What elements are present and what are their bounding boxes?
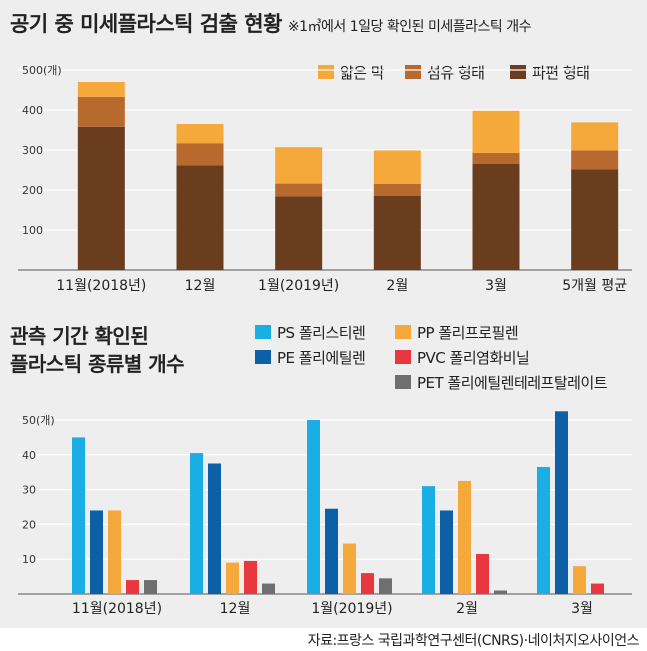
bar-segment [571, 169, 619, 270]
legend-swatch [318, 65, 334, 79]
legend-swatch [510, 65, 526, 79]
bar [325, 508, 338, 594]
y-tick-label: 30 [22, 484, 36, 497]
legend-item: PP 폴리프로필렌 [395, 322, 519, 343]
bar [208, 463, 221, 594]
legend-item: 파편 형태 [510, 62, 590, 83]
legend-swatch [255, 350, 271, 364]
bar-segment [275, 183, 323, 197]
bar [72, 437, 85, 594]
legend-item: PET 폴리에틸렌테레프탈레이트 [395, 372, 608, 393]
bar-segment [373, 150, 421, 184]
x-tick-label: 11월(2018년) [72, 601, 162, 617]
legend-swatch [405, 65, 421, 79]
bar [476, 553, 489, 594]
x-tick-label: 2월 [456, 601, 478, 617]
header: 공기 중 미세플라스틱 검출 현황 ※1㎥에서 1일당 확인된 미세플라스틱 개수 [10, 8, 531, 38]
chart1-svg: 500(개) 400 300 200 100 11월(2018년) 12월 1월(2019년)… [18, 64, 632, 294]
bar-segment [472, 152, 520, 164]
bar-segment [472, 164, 520, 270]
bar [307, 420, 320, 594]
legend-label: PVC 폴리염화비닐 [417, 349, 530, 367]
x-tick-label: 12월 [220, 601, 251, 617]
bar [537, 466, 550, 594]
bar-segment [373, 196, 421, 270]
legend-label: 얇은 막 [340, 64, 385, 82]
y-tick-label: 400 [22, 104, 43, 117]
legend-swatch [395, 325, 411, 339]
bar [244, 560, 257, 594]
legend-label: 파편 형태 [532, 64, 590, 82]
page-title: 공기 중 미세플라스틱 검출 현황 [10, 12, 282, 36]
bar [440, 510, 453, 594]
legend-item: PS 폴리스티렌 [255, 322, 366, 343]
legend-item: 섬유 형태 [405, 62, 485, 83]
x-tick-label: 3월 [485, 278, 507, 294]
bar-segment [77, 82, 125, 97]
y-tick-label: 40 [22, 449, 36, 462]
y-tick-label: 20 [22, 518, 36, 531]
bar [90, 510, 103, 594]
chart2-title: 관측 기간 확인된 플라스틱 종류별 개수 [10, 322, 185, 378]
legend-label: PET 폴리에틸렌테레프탈레이트 [417, 374, 608, 392]
bar-segment [176, 165, 224, 270]
bar-segment [176, 124, 224, 144]
legend-swatch [255, 325, 271, 339]
bar-segment [176, 143, 224, 166]
page-subtitle: ※1㎥에서 1일당 확인된 미세플라스틱 개수 [287, 19, 532, 35]
x-tick-label: 3월 [571, 601, 593, 617]
y-tick-label: 500(개) [22, 64, 62, 77]
y-tick-label: 300 [22, 144, 43, 157]
bar [591, 583, 604, 594]
x-tick-label: 12월 [185, 278, 216, 294]
y-tick-label: 50(개) [22, 414, 55, 427]
y-tick-label: 10 [22, 553, 36, 566]
legend-swatch [395, 350, 411, 364]
bar [343, 543, 356, 594]
bar-segment [275, 147, 323, 184]
legend-label: PE 폴리에틸렌 [277, 349, 366, 367]
x-tick-label: 2월 [386, 278, 408, 294]
bar-segment [275, 196, 323, 270]
legend-item: 얇은 막 [318, 62, 385, 83]
legend-swatch [395, 375, 411, 389]
bar-segment [373, 184, 421, 196]
source-credit: 자료:프랑스 국립과학연구센터(CNRS)·네이처지오사이언스 [307, 633, 640, 649]
bar-segment [77, 96, 125, 127]
bar [126, 580, 139, 594]
legend-item: PVC 폴리염화비닐 [395, 347, 530, 368]
bar [555, 411, 568, 594]
legend-item: PE 폴리에틸렌 [255, 347, 366, 368]
bar [361, 573, 374, 594]
bar [144, 580, 157, 594]
y-tick-label: 200 [22, 184, 43, 197]
y-tick-label: 100 [22, 224, 43, 237]
bar [458, 480, 471, 594]
legend-label: PS 폴리스티렌 [277, 324, 366, 342]
bar-segment [77, 126, 125, 270]
x-tick-label: 11월(2018년) [56, 278, 146, 294]
x-tick-label: 1월(2019년) [258, 278, 339, 294]
bar [494, 590, 507, 594]
bar [573, 566, 586, 594]
bar [422, 486, 435, 594]
chart2-title-line: 관측 기간 확인된 [10, 324, 149, 348]
bar-segment [472, 110, 520, 153]
bar [226, 562, 239, 594]
bar-segment [571, 122, 619, 151]
chart2-title-line: 플라스틱 종류별 개수 [10, 352, 185, 376]
bar [262, 583, 275, 594]
bar [190, 453, 203, 594]
legend-label: 섬유 형태 [427, 64, 485, 82]
x-tick-label: 5개월 평균 [562, 278, 627, 294]
bar-segment [571, 150, 619, 170]
chart2-svg: 50(개) 40 30 20 10 11월(2018년) 12월 1월(2019년) 2월 3월 [18, 411, 632, 617]
bar [379, 578, 392, 594]
x-tick-label: 1월(2019년) [311, 601, 392, 617]
bar [108, 510, 121, 594]
legend-label: PP 폴리프로필렌 [417, 324, 519, 342]
